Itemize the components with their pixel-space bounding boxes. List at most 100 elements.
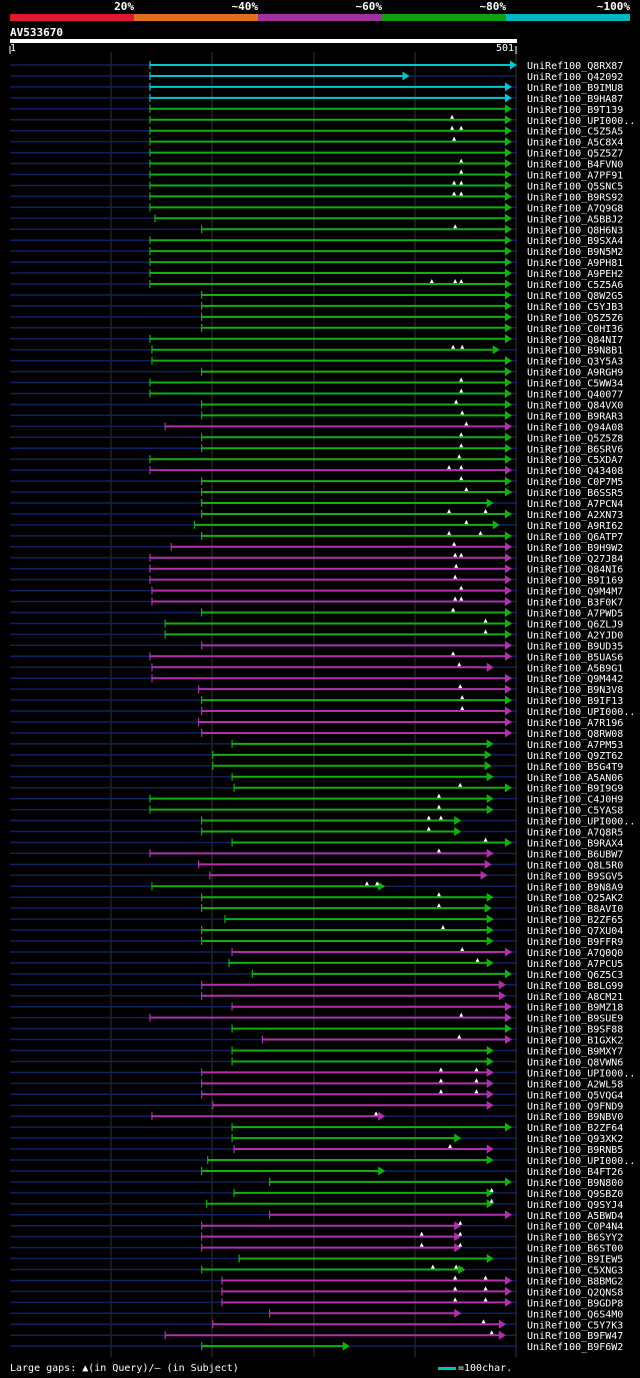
hit-label: UniRef100_A5BWD4	[527, 1211, 623, 1222]
hit-end-arrow	[504, 312, 512, 322]
identity-color-legend	[10, 14, 630, 21]
legend-label-1: 20%	[114, 0, 134, 13]
hit-end-arrow	[504, 586, 512, 596]
hit-label: UniRef100_UPI000..	[527, 707, 635, 718]
hit-label: UniRef100_B6SSR5	[527, 488, 623, 499]
hit-end-arrow	[504, 837, 512, 847]
alignment-row: UniRef100_B9SXA4	[10, 235, 623, 247]
query-gap-marker	[436, 903, 441, 908]
query-gap-marker	[438, 1067, 443, 1072]
hit-end-arrow	[504, 465, 512, 475]
hit-label: UniRef100_B1GXK2	[527, 1036, 623, 1047]
hit-label: UniRef100_B9N800	[527, 1178, 623, 1189]
alignment-row: UniRef100_B6ST00	[10, 1242, 623, 1255]
alignment-row: UniRef100_Q5Z5Z8	[10, 432, 623, 444]
alignment-row: UniRef100_C0P7M5	[10, 476, 623, 488]
hit-end-arrow	[486, 1188, 494, 1198]
hit-label: UniRef100_A7PCU5	[527, 959, 623, 970]
hit-end-arrow	[504, 476, 512, 486]
alignment-row: UniRef100_Q42092	[10, 71, 623, 83]
query-gap-marker	[430, 1264, 435, 1269]
hit-end-arrow	[486, 914, 494, 924]
alignment-row: UniRef100_A7PWD5	[10, 607, 623, 620]
hit-end-arrow	[504, 969, 512, 979]
hit-label: UniRef100_Q8W2G5	[527, 291, 623, 302]
query-gap-marker	[459, 432, 464, 437]
legend-swatch-5	[506, 14, 630, 21]
query-gap-marker	[458, 1231, 463, 1236]
alignment-row: UniRef100_B1GXK2	[10, 1034, 623, 1047]
hit-end-arrow	[504, 148, 512, 158]
hit-label: UniRef100_B3F0K7	[527, 598, 623, 609]
hit-label: UniRef100_A9PEH2	[527, 269, 623, 280]
alignment-row: UniRef100_UPI000..	[10, 1067, 635, 1079]
query-gap-marker	[483, 1286, 488, 1291]
query-gap-marker	[453, 279, 458, 283]
query-gap-marker	[475, 957, 480, 962]
hit-end-arrow	[504, 235, 512, 245]
hit-label: UniRef100_A7PF91	[527, 171, 623, 182]
hit-label: UniRef100_C4J0H9	[527, 795, 623, 806]
alignment-row: UniRef100_B6SYY2	[10, 1231, 623, 1244]
hit-label: UniRef100_C5Z5A5	[527, 127, 623, 138]
alignment-row: UniRef100_B9IMU8	[10, 82, 623, 94]
query-gap-marker	[483, 508, 488, 513]
hit-end-arrow	[504, 728, 512, 738]
query-gap-marker	[483, 837, 488, 842]
hit-label: UniRef100_Q8VWN6	[527, 1057, 623, 1068]
hit-label: UniRef100_Q9SBZ0	[527, 1189, 623, 1200]
hit-end-arrow	[504, 421, 512, 431]
alignment-row: UniRef100_B2ZF64	[10, 1122, 623, 1134]
hit-end-arrow	[504, 443, 512, 453]
alignment-row: UniRef100_Q3Y5A3	[10, 356, 623, 368]
hit-label: UniRef100_Q94A08	[527, 422, 623, 433]
hit-label: UniRef100_Q2QNS8	[527, 1287, 623, 1298]
alignment-row: UniRef100_B6UBW7	[10, 848, 623, 860]
hit-label: UniRef100_B9FFR9	[527, 937, 623, 948]
query-gap-marker	[453, 1297, 458, 1302]
hit-label: UniRef100_B9UD35	[527, 641, 623, 652]
alignment-row: UniRef100_A7Q9G8	[10, 202, 623, 214]
hit-end-arrow	[504, 509, 512, 519]
alignment-row: UniRef100_B9SF88	[10, 1024, 623, 1036]
query-gap-marker	[459, 443, 464, 448]
alignment-row: UniRef100_B6SSR5	[10, 487, 623, 499]
alignment-row: UniRef100_B9SGV5	[10, 870, 623, 882]
hit-label: UniRef100_B9N8A9	[527, 882, 623, 893]
query-gap-marker	[483, 1297, 488, 1302]
alignment-row: UniRef100_B4FVN0	[10, 158, 623, 171]
hit-end-arrow	[486, 958, 494, 968]
hit-label: UniRef100_UPI000..	[527, 116, 635, 127]
alignment-row: UniRef100_B6SRV6	[10, 443, 623, 455]
alignment-row: UniRef100_A9PEH2	[10, 268, 623, 280]
alignment-row: UniRef100_Q8RW08	[10, 728, 623, 740]
hit-label: UniRef100_A8CM21	[527, 992, 623, 1003]
alignment-row: UniRef100_B9I9G9	[10, 782, 623, 795]
hit-label: UniRef100_C0HI36	[527, 324, 623, 335]
hit-label: UniRef100_A5C8X4	[527, 138, 623, 149]
alignment-row: UniRef100_B9N8A9	[10, 881, 623, 893]
hit-end-arrow	[486, 1100, 494, 1110]
hit-end-arrow	[504, 279, 512, 289]
hit-end-arrow	[504, 542, 512, 552]
hit-label: UniRef100_A2WL58	[527, 1079, 623, 1090]
hit-end-arrow	[486, 1046, 494, 1055]
hit-label: UniRef100_A7PM53	[527, 740, 623, 751]
hit-end-arrow	[486, 1056, 494, 1066]
hit-label: UniRef100_A5AN06	[527, 773, 623, 784]
query-gap-marker	[454, 1264, 459, 1269]
alignment-row: UniRef100_Q9SYJ4	[10, 1198, 623, 1211]
hit-end-arrow	[504, 410, 512, 420]
hit-label: UniRef100_B9N5M2	[527, 247, 623, 258]
hit-end-arrow	[484, 903, 492, 913]
alignment-row: UniRef100_B9T139	[10, 104, 623, 116]
alignment-row: UniRef100_B8AVI0	[10, 903, 623, 915]
hit-label: UniRef100_B6SRV6	[527, 444, 623, 455]
query-gap-marker	[481, 1319, 486, 1324]
hit-end-arrow	[504, 257, 512, 267]
hit-label: UniRef100_B9N3V8	[527, 685, 623, 696]
query-gap-marker	[457, 1034, 462, 1039]
hit-end-arrow	[504, 93, 512, 103]
alignment-row: UniRef100_B9FFR9	[10, 936, 623, 948]
alignment-row: UniRef100_Q94A08	[10, 421, 623, 433]
